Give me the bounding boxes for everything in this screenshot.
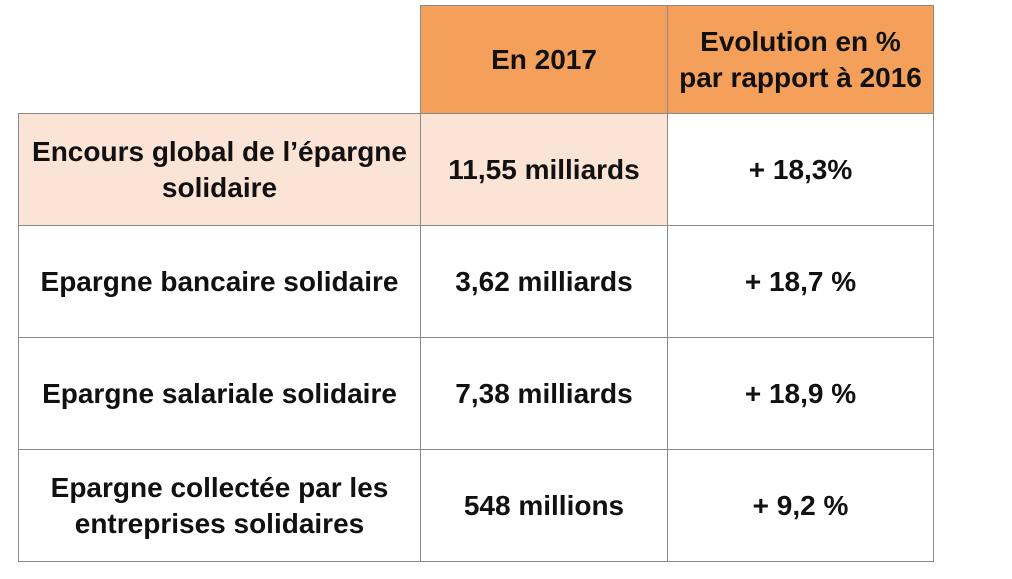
table-row-epargne-bancaire: Epargne bancaire solidaire 3,62 milliard…	[18, 225, 934, 338]
value-2017-cell: 3,62 milliards	[420, 225, 668, 338]
evolution-cell: + 18,3%	[667, 113, 934, 226]
table-corner-cell	[18, 5, 421, 114]
evolution-cell: + 9,2 %	[667, 449, 934, 562]
evolution-cell: + 18,7 %	[667, 225, 934, 338]
table-row-epargne-salariale: Epargne salariale solidaire 7,38 milliar…	[18, 337, 934, 450]
evolution-cell: + 18,9 %	[667, 337, 934, 450]
value-2017-cell: 7,38 milliards	[420, 337, 668, 450]
row-label: Epargne bancaire solidaire	[18, 225, 421, 338]
column-header-2017: En 2017	[420, 5, 668, 114]
table-row-epargne-entreprises: Epargne collectée par les entreprises so…	[18, 449, 934, 562]
row-label: Epargne salariale solidaire	[18, 337, 421, 450]
column-header-evolution: Evolution en % par rapport à 2016	[667, 5, 934, 114]
savings-table: En 2017 Evolution en % par rapport à 201…	[18, 5, 934, 562]
row-label: Epargne collectée par les entreprises so…	[18, 449, 421, 562]
savings-table-container: En 2017 Evolution en % par rapport à 201…	[18, 5, 934, 562]
value-2017-cell: 548 millions	[420, 449, 668, 562]
table-row-encours-global: Encours global de l’épargne solidaire 11…	[18, 113, 934, 226]
row-label: Encours global de l’épargne solidaire	[18, 113, 421, 226]
table-header-row: En 2017 Evolution en % par rapport à 201…	[18, 5, 934, 114]
value-2017-cell: 11,55 milliards	[420, 113, 668, 226]
